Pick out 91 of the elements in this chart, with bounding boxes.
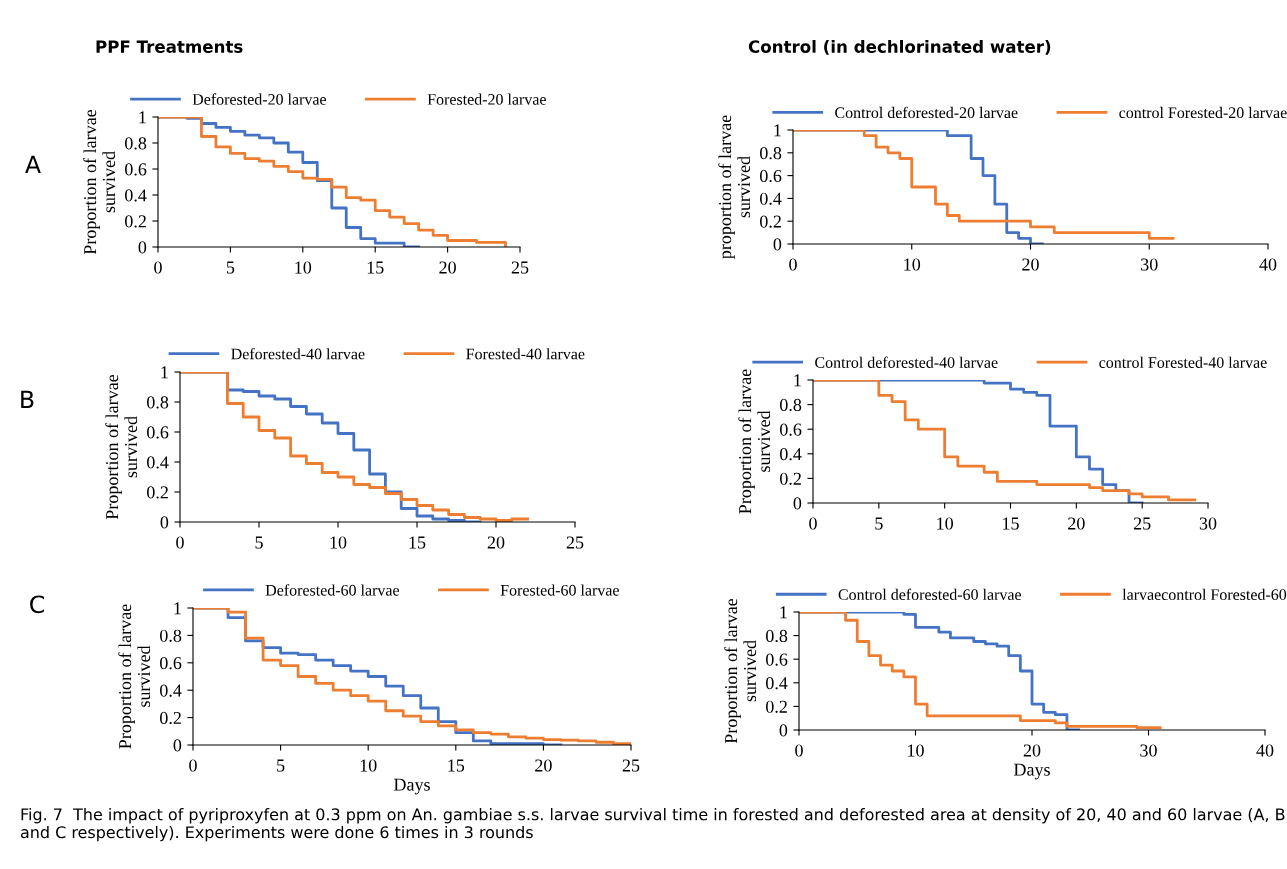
y-tick-label: 0 [138,241,147,254]
legend-label: control Forested-20 larvae [1119,106,1287,119]
y-axis-title: Proportion of larvae survived [738,369,771,514]
y-tick-label: 0.6 [125,163,147,176]
legend-label: Control deforested-60 larvae [838,588,1022,601]
x-tick-label: 25 [622,759,640,772]
x-tick-label: 20 [487,536,505,549]
y-tick-label: 0.8 [147,396,169,409]
y-tick-label: 0 [773,238,782,251]
x-tick-label: 20 [1068,517,1085,530]
text: B [21,390,34,408]
x-tick-label: 10 [908,744,924,757]
x-tick-label: 25 [1133,517,1151,530]
x-tick-label: 5 [875,517,883,530]
y-tick-label: 1 [780,606,787,619]
y-axis-title: Proportion of larvae survived [118,604,151,749]
y-tick-label: 0.6 [760,169,782,183]
x-tick-label: 15 [448,759,465,772]
y-tick-label: 0.2 [780,472,801,485]
y-tick-label: 0.8 [780,398,802,412]
x-tick-label: 20 [535,759,552,772]
y-tick-label: 0.8 [760,147,782,160]
y-axis-title: Proportion of larvae survived [105,374,138,520]
y-tick-label: 0.2 [147,486,168,499]
y-tick-label: 0.2 [760,215,781,228]
x-tick-label: 15 [409,536,426,549]
legend-label: larvaecontrol Forested-60 [1122,588,1287,601]
x-tick-label: 40 [1256,744,1274,757]
x-tick-label: 40 [1259,258,1277,271]
legend-label: Forested-60 larvae [500,584,619,596]
y-tick-label: 0.6 [160,657,182,670]
y-tick-label: 0.2 [125,215,146,228]
x-tick-label: 10 [295,261,312,274]
x-tick-label: 0 [809,517,817,530]
legend-label: Forested-20 larvae [427,93,546,105]
legend-label: Deforested-60 larvae [265,584,400,596]
x-axis-title: Days [393,778,430,795]
text: PPF Treatments [96,40,243,53]
legend-label: Forested-40 larvae [466,348,585,360]
y-tick-label: 0 [779,724,788,737]
text: A [25,155,41,173]
y-tick-label: 1 [794,374,801,387]
legend-label: Deforested-20 larvae [192,93,327,105]
legend-label: Deforested-40 larvae [231,347,365,360]
x-tick-label: 25 [511,261,529,274]
x-tick-label: 30 [1199,517,1217,530]
x-tick-label: 0 [189,759,197,772]
legend-label: Control deforested-20 larvae [835,106,1018,119]
y-tick-label: 1 [139,111,146,124]
y-tick-label: 1 [774,124,781,137]
x-tick-label: 10 [937,517,954,530]
x-tick-label: 5 [255,536,263,549]
x-tick-label: 15 [1003,517,1019,530]
x-tick-label: 10 [330,536,347,549]
x-tick-label: 15 [367,261,384,274]
y-tick-label: 0.8 [160,629,182,642]
text: Control (in dechlorinated water) [748,40,1051,55]
y-axis-title: Proportion of larvae survived [83,109,116,255]
text: C [30,595,44,614]
caption: Fig. 7 The impact of pyriproxyfen at 0.3 ppm on An. gambiae s.s. larvae survival time in forested and deforested area at density of 20, 40 and 60 larvae (A, B and C respectively). Experiments were done 6 times in 3 rounds [20,808,1285,842]
y-tick-label: 0 [793,497,802,510]
y-tick-label: 0.8 [125,137,147,150]
y-tick-label: 1 [161,366,168,379]
y-tick-label: 0.4 [760,192,782,205]
y-tick-label: 0.2 [766,700,787,713]
y-tick-label: 0.4 [147,456,169,469]
y-tick-label: 0.4 [766,677,788,690]
legend-label: control Forested-40 larvae [1099,356,1267,368]
x-tick-label: 5 [226,261,235,274]
x-tick-label: 25 [566,536,584,549]
x-tick-label: 10 [360,759,377,772]
y-tick-label: 0.2 [160,711,181,725]
x-tick-label: 5 [277,759,285,772]
x-tick-label: 30 [1140,744,1157,757]
x-tick-label: 20 [1023,744,1041,757]
y-tick-label: 0.6 [147,426,169,439]
y-tick-label: 0.4 [780,448,802,461]
y-tick-label: 0.4 [125,189,147,202]
y-tick-label: 0.8 [766,629,788,643]
y-tick-label: 0.4 [160,684,182,697]
y-axis-title: proportion of larvae survived [718,115,751,259]
y-tick-label: 1 [174,602,181,615]
y-tick-label: 0.6 [780,423,802,436]
x-tick-label: 20 [1022,258,1039,271]
legend-label: Control deforested-40 larvae [815,356,998,368]
x-axis-title: Days [1013,763,1050,780]
y-tick-label: 0.6 [766,653,788,666]
y-axis-title: Proportion of larvae survived [724,598,757,744]
x-tick-label: 10 [904,258,921,271]
x-tick-label: 20 [439,261,456,274]
x-tick-label: 30 [1141,258,1158,271]
